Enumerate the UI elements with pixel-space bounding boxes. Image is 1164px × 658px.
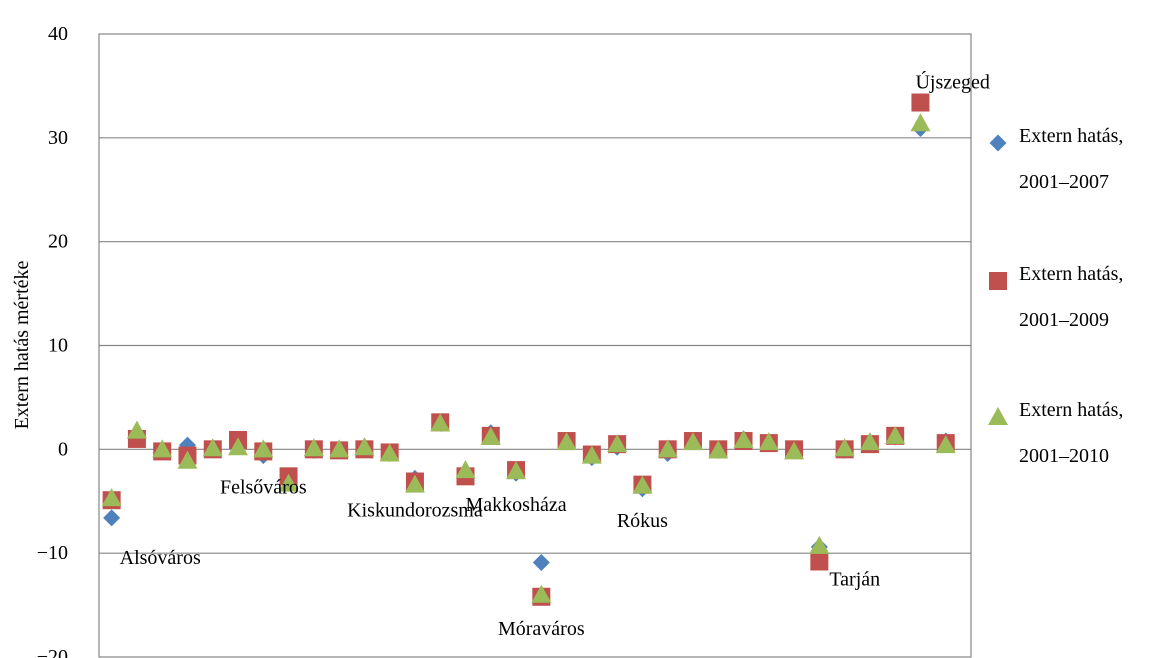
data-point-triangle <box>126 420 147 439</box>
data-point-triangle <box>253 439 274 458</box>
data-point-triangle <box>708 440 729 459</box>
y-tick-label: 10 <box>48 335 68 357</box>
y-tick-label: 30 <box>48 127 68 149</box>
legend-label-period: 2001–2010 <box>1019 445 1109 467</box>
data-point-triangle <box>556 432 577 451</box>
data-point-triangle <box>404 474 425 493</box>
data-point-triangle <box>784 441 805 460</box>
legend-item: Extern hatás, 2001–2010 <box>988 399 1123 467</box>
data-point-triangle <box>682 432 703 451</box>
series-square <box>102 93 955 606</box>
data-point-triangle <box>379 443 400 462</box>
data-point-triangle <box>152 439 173 458</box>
y-tick-label: 0 <box>58 438 68 460</box>
data-point-triangle <box>228 437 249 456</box>
data-point-triangle <box>303 438 324 457</box>
data-point-triangle <box>885 425 906 444</box>
data-point-triangle <box>657 439 678 458</box>
legend-item: Extern hatás, 2001–2009 <box>989 263 1123 331</box>
point-label: Újszeged <box>915 70 989 94</box>
legend-label: Extern hatás, <box>1019 125 1123 147</box>
data-point-triangle <box>581 445 602 464</box>
y-tick-label: 20 <box>48 231 68 253</box>
data-series <box>101 93 956 606</box>
legend-marker-triangle <box>988 407 1008 425</box>
data-point-triangle <box>834 438 855 457</box>
data-point-triangle <box>177 450 198 469</box>
data-point-triangle <box>506 461 527 480</box>
data-point-triangle <box>733 429 754 448</box>
legend-label-period: 2001–2009 <box>1019 309 1109 331</box>
y-tick-label: 40 <box>48 23 68 45</box>
legend-label-period: 2001–2007 <box>1019 171 1109 193</box>
data-point-triangle <box>531 584 552 603</box>
series-triangle <box>101 113 956 603</box>
data-point-triangle <box>632 475 653 494</box>
legend: Extern hatás, 2001–2007 Extern hatás, 2001–… <box>988 125 1123 467</box>
legend-label: Extern hatás, <box>1019 399 1123 421</box>
data-point-triangle <box>607 434 628 453</box>
data-point-square <box>911 93 930 112</box>
y-axis-ticks: −20 −10 0 10 20 30 40 <box>37 23 68 658</box>
data-point-triangle <box>278 473 299 492</box>
y-axis-title: Extern hatás mértéke <box>11 260 33 429</box>
point-label: Móraváros <box>498 618 585 640</box>
data-point-triangle <box>354 437 375 456</box>
legend-item: Extern hatás, 2001–2007 <box>989 125 1123 193</box>
data-point-square <box>810 552 829 571</box>
point-annotations: Alsóváros Felsőváros KiskundorozsmaMakkosh… <box>120 70 990 640</box>
point-label: Kiskundorozsma <box>347 499 483 521</box>
point-label: Alsóváros <box>120 547 201 569</box>
y-tick-label: −20 <box>37 646 68 658</box>
point-label: Felsőváros <box>220 477 307 499</box>
data-point-triangle <box>758 432 779 451</box>
point-label: Rókus <box>617 510 668 532</box>
data-point-triangle <box>101 488 122 507</box>
data-point-triangle <box>480 426 501 445</box>
data-point-triangle <box>430 413 451 432</box>
y-tick-label: −10 <box>37 542 68 564</box>
data-point-triangle <box>329 439 350 458</box>
legend-label: Extern hatás, <box>1019 263 1123 285</box>
data-point-triangle <box>935 435 956 454</box>
data-point-diamond <box>532 554 550 572</box>
plot-area-border <box>98 33 972 658</box>
data-point-diamond <box>103 509 121 527</box>
point-label: Makkosháza <box>466 494 567 516</box>
data-point-triangle <box>202 438 223 457</box>
legend-marker-diamond <box>989 134 1007 152</box>
point-label: Tarján <box>829 568 880 590</box>
data-point-triangle <box>859 432 880 451</box>
data-point-triangle <box>809 535 830 554</box>
legend-marker-square <box>989 272 1007 290</box>
data-point-triangle <box>910 113 931 132</box>
data-point-triangle <box>455 460 476 479</box>
